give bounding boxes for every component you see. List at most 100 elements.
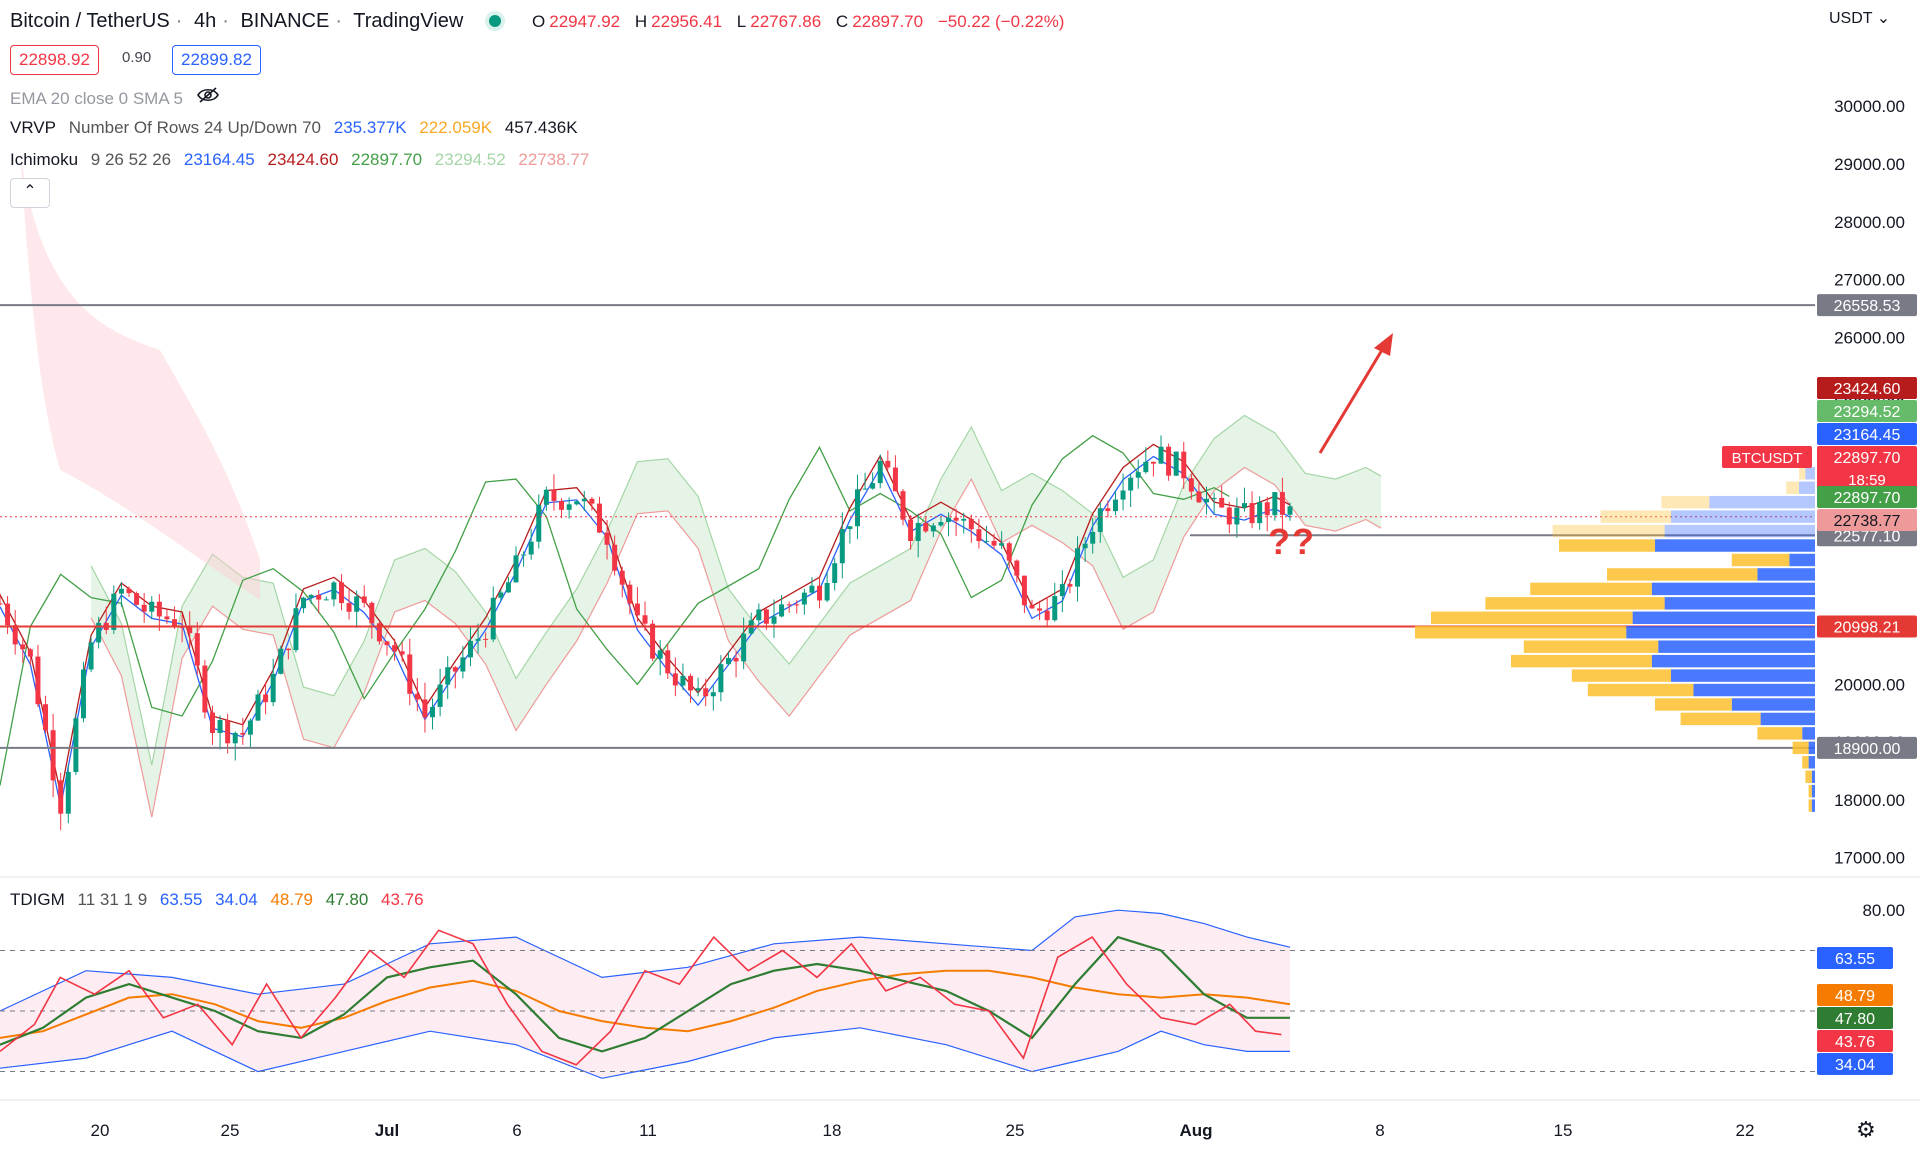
symbol-header[interactable]: Bitcoin / TetherUS · 4h · BINANCE · Trading…: [10, 10, 464, 32]
sell-price-button[interactable]: 22898.92: [10, 45, 99, 75]
candle-body: [308, 595, 314, 598]
ichimoku-lead-b: 22738.77: [518, 150, 590, 169]
volume-profile-down-bar: [1680, 712, 1761, 726]
level-price-label: 20998.21: [1834, 620, 1901, 637]
candle-body: [452, 667, 458, 672]
candle-body: [1075, 548, 1081, 587]
candle-body: [817, 585, 823, 601]
vrvp-legend[interactable]: VRVP Number Of Rows 24 Up/Down 70 235.37…: [10, 118, 586, 138]
volume-profile-up-bar: [1811, 784, 1815, 798]
candle-body: [361, 596, 367, 603]
candle-body: [847, 526, 853, 530]
question-annotation: ??: [1268, 521, 1316, 562]
volume-profile-up-bar: [1671, 510, 1815, 523]
indicator-price-label-bg: [1817, 400, 1917, 422]
tdigm-value-label-bg: [1817, 984, 1893, 1006]
volume-profile-down-bar: [1552, 524, 1665, 538]
candle-body: [285, 648, 291, 651]
time-tick-label: 22: [1736, 1121, 1755, 1140]
candle-body: [589, 498, 595, 504]
volume-profile-down-bar: [1415, 626, 1627, 639]
vrvp-total: 457.436K: [504, 118, 578, 137]
vrvp-up: 235.377K: [333, 118, 407, 137]
candle-body: [551, 489, 557, 501]
candle-body: [445, 667, 451, 685]
candle-body: [225, 720, 231, 744]
volume-profile-down-bar: [1792, 741, 1809, 755]
candle-body: [801, 592, 807, 605]
price-tick-label: 27000.00: [1834, 271, 1905, 290]
tdigm-value-label-bg: [1817, 1053, 1893, 1075]
candle-body: [1272, 492, 1278, 516]
candle-body: [141, 604, 147, 612]
candle-body: [946, 517, 952, 523]
candle-body: [437, 684, 443, 707]
volume-profile-down-bar: [1571, 669, 1671, 682]
candle-body: [156, 601, 162, 617]
candle-body: [1044, 610, 1050, 621]
candle-body: [12, 625, 18, 645]
candle-body: [786, 604, 792, 606]
ichimoku-params: 9 26 52 26: [90, 150, 172, 169]
candle-body: [983, 540, 989, 542]
candle-body: [521, 554, 527, 556]
candle-body: [202, 665, 208, 713]
candle-body: [414, 693, 420, 700]
tdigm-value-label: 63.55: [1835, 951, 1875, 968]
ichimoku-name: Ichimoku: [10, 150, 79, 169]
candle-body: [369, 602, 375, 624]
volume-profile-up-bar: [1651, 654, 1815, 668]
volume-profile-up-bar: [1632, 611, 1815, 625]
candle-body: [194, 633, 200, 666]
ema-legend[interactable]: EMA 20 close 0 SMA 5: [10, 86, 228, 109]
candle-body: [999, 543, 1005, 546]
volume-profile-down-bar: [1802, 756, 1809, 769]
interval-label[interactable]: 4h: [193, 10, 217, 32]
candle-body: [756, 609, 762, 621]
indicator-price-label: 23424.60: [1834, 381, 1901, 398]
candle-body: [20, 644, 26, 650]
level-price-label: 22577.10: [1834, 528, 1901, 545]
time-tick-label: 8: [1375, 1121, 1384, 1140]
candle-body: [255, 694, 261, 721]
collapse-legend-button[interactable]: ⌃: [10, 178, 50, 208]
volume-profile-up-bar: [1808, 741, 1815, 755]
candle-body: [422, 699, 428, 718]
candle-body: [96, 622, 102, 643]
candle-body: [5, 603, 11, 626]
buy-price-button[interactable]: 22899.82: [172, 45, 261, 75]
candle-body: [900, 491, 906, 520]
vrvp-params: Number Of Rows 24 Up/Down 70: [68, 118, 322, 137]
candle-body: [73, 718, 79, 772]
level-price-label-bg: [1817, 294, 1917, 317]
low-label: L: [736, 12, 747, 31]
candle-body: [627, 584, 633, 604]
candle-body: [111, 593, 117, 630]
currency-selector[interactable]: USDT ⌄: [1829, 8, 1890, 28]
ichimoku-legend[interactable]: Ichimoku 9 26 52 26 23164.45 23424.60 22…: [10, 150, 597, 170]
candle-body: [149, 601, 155, 612]
candle-body: [58, 780, 64, 814]
close-value: 22897.70: [852, 12, 924, 31]
tdigm-legend[interactable]: TDIGM 11 31 1 9 63.55 34.04 48.79 47.80 …: [10, 890, 432, 910]
volume-profile-up-bar: [1626, 626, 1815, 639]
symbol-tag-label: BTCUSDT: [1732, 450, 1803, 467]
eye-off-icon[interactable]: [196, 87, 220, 108]
volume-profile-down-bar: [1808, 799, 1812, 812]
tdigm-params: 11 31 1 9: [77, 890, 148, 909]
tdigm-mid: 48.79: [270, 890, 313, 909]
ichimoku-lead-a-line: [90, 414, 1382, 766]
tdigm-signal: 47.80: [325, 890, 369, 909]
volume-profile-down-bar: [1530, 582, 1652, 596]
candle-body: [27, 649, 33, 657]
candle-body: [293, 608, 299, 651]
candle-body: [1082, 543, 1088, 549]
symbol-name[interactable]: Bitcoin / TetherUS: [10, 10, 170, 32]
gear-icon[interactable]: ⚙: [1856, 1117, 1876, 1142]
volume-profile-up-bar: [1693, 683, 1815, 697]
candle-body: [1279, 492, 1285, 515]
candle-body: [733, 657, 739, 662]
volume-profile-down-bar: [1600, 510, 1671, 523]
candle-body: [1067, 584, 1073, 587]
